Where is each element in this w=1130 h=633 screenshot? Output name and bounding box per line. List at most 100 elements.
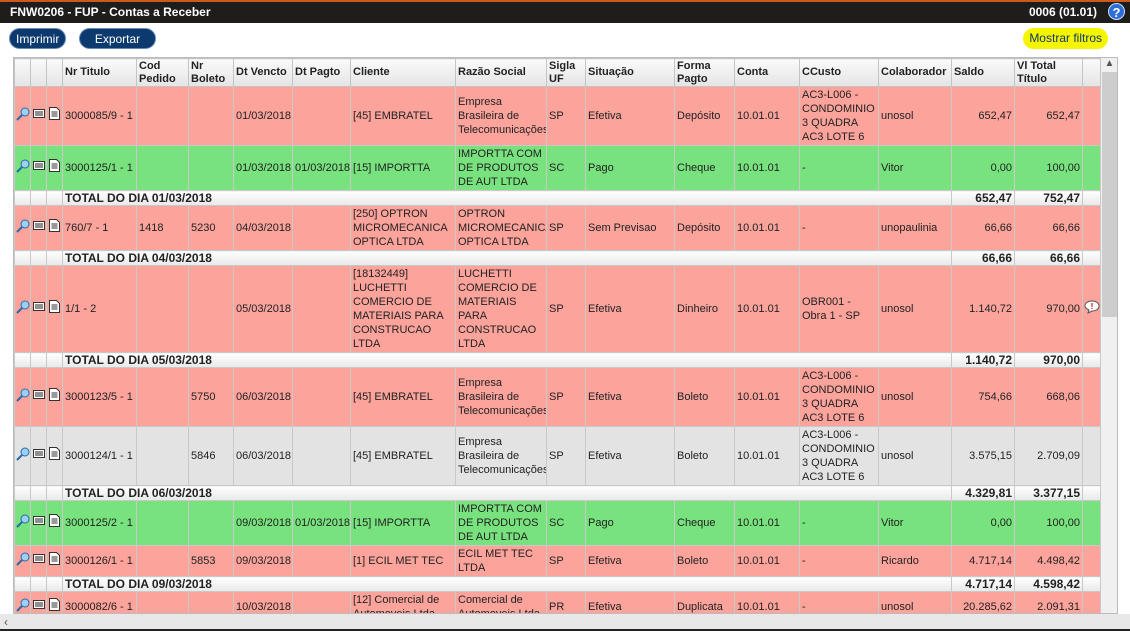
- column-header[interactable]: Situação: [585, 58, 675, 87]
- barcode-icon[interactable]: [30, 86, 47, 146]
- empty-cell: [1082, 576, 1101, 592]
- view-icon[interactable]: [14, 86, 31, 146]
- cell-cod-pedido: [136, 426, 189, 486]
- cell-sigla-uf: SC: [546, 500, 586, 546]
- column-header[interactable]: Razão Social: [455, 58, 547, 87]
- cell-dt-vencto: 01/03/2018: [233, 145, 293, 191]
- cell-nr-titulo: 3000125/1 - 1: [62, 145, 137, 191]
- cell-forma-pagto: Boleto: [674, 426, 735, 486]
- cell-ccusto: AC3-L006 - CONDOMINIO 3 QUADRA AC3 LOTE …: [799, 367, 879, 427]
- cell-colaborador: unosol: [878, 86, 952, 146]
- barcode-icon[interactable]: [30, 145, 47, 191]
- document-icon[interactable]: [46, 86, 63, 146]
- column-header[interactable]: Forma Pagto: [674, 58, 735, 87]
- document-icon[interactable]: [46, 500, 63, 546]
- cell-nr-titulo: 3000082/6 - 1: [62, 591, 137, 613]
- cell-situa-o: Pago: [585, 500, 675, 546]
- receivables-table: Nr Titulo Cod Pedido Nr Boleto Dt Vencto Dt …: [14, 58, 1101, 613]
- cell-raz-o-social: ECIL MET TEC LTDA: [455, 545, 547, 577]
- cell-ccusto: -: [799, 145, 879, 191]
- cell-situa-o: Efetiva: [585, 591, 675, 613]
- document-icon[interactable]: [46, 367, 63, 427]
- cell-saldo: 0,00: [951, 500, 1015, 546]
- empty-cell: [14, 352, 31, 368]
- empty-cell: [30, 250, 47, 266]
- scroll-thumb[interactable]: [1102, 72, 1117, 317]
- column-header[interactable]: Nr Titulo: [62, 58, 137, 87]
- empty-cell: [46, 250, 63, 266]
- barcode-icon[interactable]: [30, 591, 47, 613]
- barcode-icon[interactable]: [30, 426, 47, 486]
- column-header[interactable]: CCusto: [799, 58, 879, 87]
- column-header[interactable]: Dt Pagto: [292, 58, 351, 87]
- cell-dt-vencto: 10/03/2018: [233, 591, 293, 613]
- column-header[interactable]: Vl Total Título: [1014, 58, 1083, 87]
- horizontal-scrollbar[interactable]: ‹: [0, 614, 1130, 631]
- column-header[interactable]: [46, 58, 63, 87]
- scroll-up-icon[interactable]: ▲: [1104, 58, 1115, 69]
- view-icon[interactable]: [14, 591, 31, 613]
- document-icon[interactable]: [46, 591, 63, 613]
- barcode-icon[interactable]: [30, 265, 47, 353]
- cell-dt-pagto: [292, 591, 351, 613]
- cell-conta: 10.01.01: [734, 265, 800, 353]
- document-icon[interactable]: [46, 145, 63, 191]
- cell-saldo: 66,66: [951, 205, 1015, 251]
- document-icon[interactable]: [46, 205, 63, 251]
- view-icon[interactable]: [14, 145, 31, 191]
- help-icon[interactable]: ?: [1108, 3, 1125, 20]
- cell-conta: 10.01.01: [734, 145, 800, 191]
- cell-raz-o-social: IMPORTTA COM DE PRODUTOS DE AUT LTDA: [455, 500, 547, 546]
- cell-colaborador: unosol: [878, 426, 952, 486]
- cell-cliente: [250] OPTRON MICROMECANICA OPTICA LTDA: [350, 205, 456, 251]
- column-header[interactable]: [14, 58, 31, 87]
- document-icon[interactable]: [46, 265, 63, 353]
- column-header[interactable]: Dt Vencto: [233, 58, 293, 87]
- cell-dt-vencto: 06/03/2018: [233, 426, 293, 486]
- table-row: 3000085/9 - 1 01/03/2018 [45] EMBRATEL Empr…: [14, 86, 1101, 146]
- cell-forma-pagto: Duplicata: [674, 591, 735, 613]
- cell-situa-o: Efetiva: [585, 265, 675, 353]
- table-row: 3000123/5 - 1 5750 06/03/2018 [45] EMBRATEL…: [14, 367, 1101, 427]
- cell-colaborador: unopaulinia: [878, 205, 952, 251]
- cell-sigla-uf: SP: [546, 265, 586, 353]
- cell-nr-boleto: 5750: [188, 367, 234, 427]
- view-icon[interactable]: [14, 265, 31, 353]
- view-icon[interactable]: [14, 545, 31, 577]
- barcode-icon[interactable]: [30, 367, 47, 427]
- column-header[interactable]: [30, 58, 47, 87]
- scroll-left-icon[interactable]: ‹: [4, 615, 8, 629]
- document-icon[interactable]: [46, 426, 63, 486]
- document-icon[interactable]: [46, 545, 63, 577]
- barcode-icon[interactable]: [30, 500, 47, 546]
- column-header[interactable]: [1082, 58, 1101, 87]
- comment-cell: [1082, 86, 1101, 146]
- cell-vl-total-t-tulo: 100,00: [1014, 500, 1083, 546]
- column-header[interactable]: Cod Pedido: [136, 58, 189, 87]
- cell-vl-total-t-tulo: 668,06: [1014, 367, 1083, 427]
- view-icon[interactable]: [14, 500, 31, 546]
- cell-nr-titulo: 3000125/2 - 1: [62, 500, 137, 546]
- cell-raz-o-social: OPTRON MICROMECANICA OPTICA LTDA: [455, 205, 547, 251]
- column-header[interactable]: Nr Boleto: [188, 58, 234, 87]
- column-header[interactable]: Saldo: [951, 58, 1015, 87]
- view-icon[interactable]: [14, 367, 31, 427]
- column-header[interactable]: Conta: [734, 58, 800, 87]
- vertical-scrollbar[interactable]: ▲: [1101, 58, 1117, 613]
- show-filters-button[interactable]: Mostrar filtros: [1023, 28, 1108, 49]
- barcode-icon[interactable]: [30, 205, 47, 251]
- print-button[interactable]: Imprimir: [9, 28, 67, 49]
- cell-conta: 10.01.01: [734, 500, 800, 546]
- column-header[interactable]: Colaborador: [878, 58, 952, 87]
- cell-saldo: 652,47: [951, 86, 1015, 146]
- empty-cell: [46, 190, 63, 206]
- comment-alert-icon[interactable]: !: [1083, 299, 1100, 314]
- barcode-icon[interactable]: [30, 545, 47, 577]
- column-header[interactable]: Sigla UF: [546, 58, 586, 87]
- view-icon[interactable]: [14, 426, 31, 486]
- column-header[interactable]: Cliente: [350, 58, 456, 87]
- export-txt-button[interactable]: Exportar TXT: [79, 28, 156, 67]
- cell-situa-o: Pago: [585, 145, 675, 191]
- view-icon[interactable]: [14, 205, 31, 251]
- cell-nr-titulo: 760/7 - 1: [62, 205, 137, 251]
